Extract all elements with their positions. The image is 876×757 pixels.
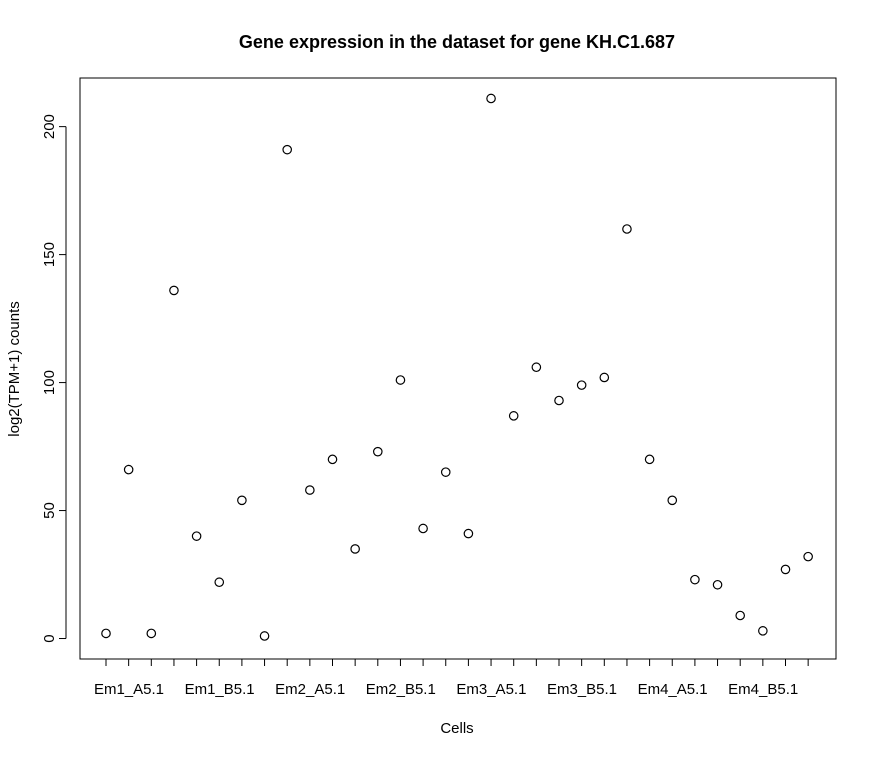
- data-point: [644, 454, 655, 465]
- data-point: [576, 380, 587, 390]
- data-point: [123, 464, 134, 475]
- x-tick-label: Em3_A5.1: [456, 681, 526, 698]
- x-tick-label: Em2_A5.1: [275, 681, 345, 698]
- data-point: [259, 631, 270, 641]
- data-point: [735, 610, 745, 621]
- data-point: [712, 579, 723, 590]
- data-point: [508, 411, 519, 421]
- plot-frame: [79, 77, 837, 660]
- x-tick-label: Em4_A5.1: [638, 681, 708, 698]
- y-tick-label: 100: [41, 370, 58, 395]
- y-axis-label: log2(TPM+1) counts: [6, 301, 23, 436]
- x-axis-label: Cells: [440, 720, 473, 737]
- data-point: [372, 446, 383, 457]
- data-point: [599, 372, 610, 383]
- data-point: [191, 531, 202, 541]
- data-point: [305, 485, 315, 495]
- data-point: [282, 144, 292, 155]
- data-point: [531, 362, 542, 373]
- data-point: [169, 285, 179, 296]
- x-axis: Em1_A5.1 Em1_B5.1 Em2_A5.1 Em2_B5.1 Em3_A5.1…: [94, 658, 809, 698]
- y-tick-label: 0: [41, 634, 58, 642]
- data-point: [463, 528, 474, 539]
- data-point: [690, 574, 700, 585]
- data-point: [101, 628, 111, 639]
- data-point: [667, 495, 678, 506]
- data-point: [758, 626, 768, 636]
- data-point: [327, 454, 338, 465]
- y-tick-label: 150: [41, 242, 58, 267]
- y-axis: 0 50 100 150 200: [41, 114, 67, 643]
- data-points: [101, 93, 813, 641]
- x-tick-label: Em1_A5.1: [94, 681, 164, 698]
- data-point: [146, 628, 157, 639]
- data-point: [440, 467, 451, 477]
- data-point: [237, 495, 247, 506]
- x-tick-label: Em2_B5.1: [366, 681, 436, 698]
- y-tick-label: 50: [41, 502, 58, 519]
- x-tick-label: Em4_B5.1: [728, 681, 798, 698]
- data-point: [622, 224, 632, 234]
- data-point: [554, 395, 564, 406]
- data-point: [780, 564, 791, 575]
- y-tick-label: 200: [41, 114, 58, 139]
- x-tick-label: Em3_B5.1: [547, 681, 617, 698]
- data-point: [418, 523, 428, 534]
- data-point: [486, 93, 496, 104]
- data-point: [803, 551, 813, 562]
- x-tick-label: Em1_B5.1: [185, 681, 255, 698]
- data-point: [214, 577, 225, 588]
- chart-title: Gene expression in the dataset for gene …: [239, 32, 675, 52]
- data-point: [395, 375, 406, 385]
- data-point: [350, 544, 360, 554]
